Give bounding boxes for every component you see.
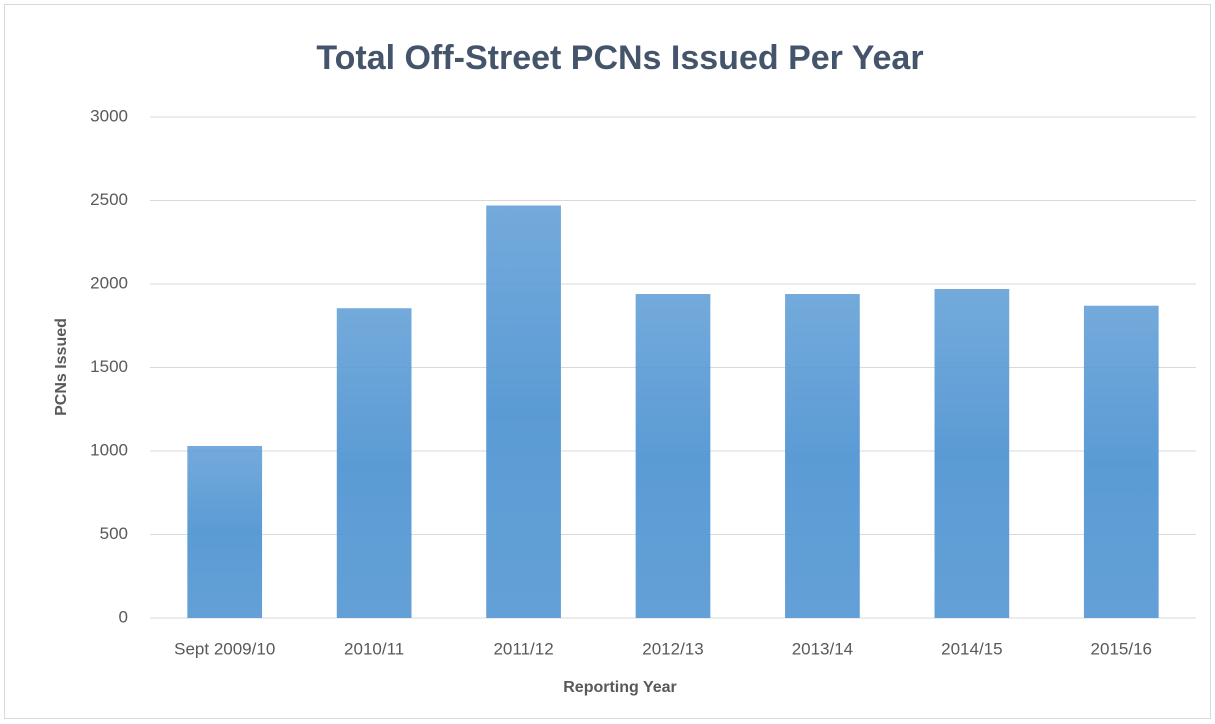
y-axis-title: PCNs Issued [53, 318, 70, 416]
y-tick-label: 3000 [90, 106, 128, 125]
y-tick-label: 0 [119, 607, 128, 626]
y-tick-label: 1500 [90, 357, 128, 376]
bar [187, 445, 263, 618]
x-tick-label: 2015/16 [1091, 639, 1152, 658]
y-tick-label: 2500 [90, 190, 128, 209]
bar [1083, 305, 1159, 618]
y-tick-label: 2000 [90, 273, 128, 292]
y-tick-label: 500 [100, 524, 128, 543]
x-tick-label: 2011/12 [493, 639, 553, 658]
x-tick-label: Sept 2009/10 [174, 639, 275, 658]
bar [785, 294, 860, 618]
x-tick-label: 2013/14 [792, 639, 853, 658]
bar [934, 289, 1010, 618]
x-tick-label: 2012/13 [642, 639, 703, 658]
x-axis-title: Reporting Year [563, 679, 677, 696]
bar [486, 205, 561, 618]
y-tick-label: 1000 [90, 440, 128, 459]
bar [336, 308, 412, 618]
x-tick-label: 2010/11 [344, 639, 404, 658]
bar [635, 294, 711, 618]
chart-border [4, 4, 1211, 719]
chart-title: Total Off-Street PCNs Issued Per Year [316, 39, 923, 77]
x-tick-label: 2014/15 [941, 639, 1002, 658]
